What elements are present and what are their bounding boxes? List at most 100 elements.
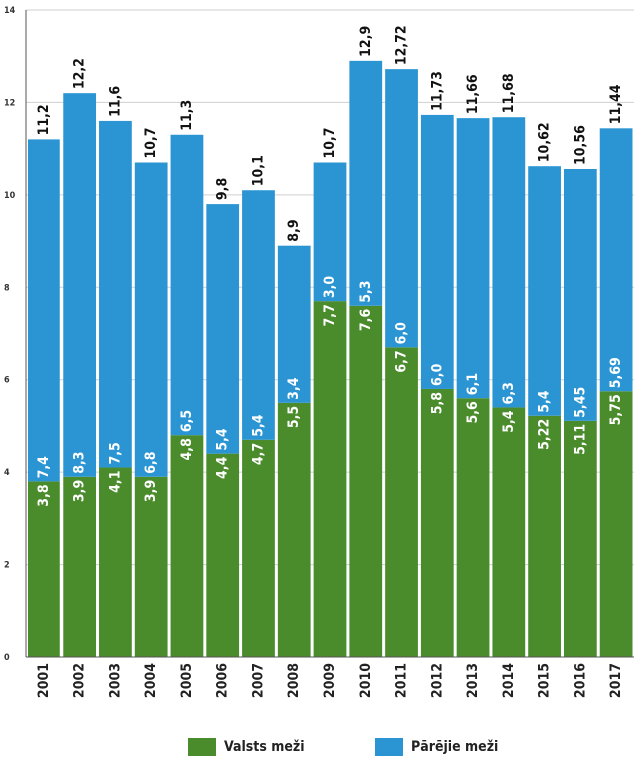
bar-parejie-2015 <box>528 166 561 416</box>
total-label: 10,1 <box>250 155 266 186</box>
y-tick-label: 6 <box>4 376 10 386</box>
data-label-valsts: 5,5 <box>286 406 302 428</box>
data-label-parejie: 6,3 <box>501 382 517 404</box>
bar-parejie-2012 <box>420 114 454 389</box>
x-tick-label: 2011 <box>394 663 410 698</box>
total-label: 10,7 <box>322 127 338 158</box>
bar-parejie-2017 <box>599 128 633 392</box>
data-label-parejie: 3,4 <box>286 377 302 400</box>
data-label-parejie: 8,3 <box>72 451 88 473</box>
bar-parejie-2005 <box>170 134 204 436</box>
data-label-valsts: 5,11 <box>572 424 588 455</box>
legend-swatch-parejie <box>375 738 403 756</box>
y-tick-label: 2 <box>4 561 10 571</box>
total-label: 12,9 <box>358 26 374 57</box>
bar-parejie-2002 <box>63 93 97 477</box>
data-label-parejie: 6,0 <box>394 322 410 345</box>
x-tick-label: 2006 <box>215 663 231 698</box>
data-label-valsts: 4,7 <box>250 443 266 465</box>
bar-valsts-2009 <box>313 301 347 657</box>
y-tick-label: 12 <box>4 98 15 108</box>
bar-valsts-2008 <box>277 402 311 657</box>
x-tick-label: 2016 <box>572 663 588 698</box>
bar-parejie-2016 <box>563 168 597 421</box>
x-tick-label: 2007 <box>250 663 266 698</box>
x-tick-label: 2017 <box>608 663 624 698</box>
data-label-parejie: 6,8 <box>143 451 159 473</box>
x-tick-label: 2005 <box>179 663 195 698</box>
total-label: 11,68 <box>501 73 517 113</box>
bar-valsts-2007 <box>242 439 275 657</box>
bar-valsts-2011 <box>385 347 418 657</box>
bar-parejie-2008 <box>277 245 311 403</box>
data-label-valsts: 5,8 <box>429 392 445 414</box>
bar-parejie-2001 <box>28 139 60 482</box>
x-tick-label: 2008 <box>286 663 302 698</box>
legend-item-parejie: Pārējie meži <box>375 738 498 756</box>
x-tick-label: 2014 <box>501 663 517 698</box>
bar-valsts-2016 <box>563 420 597 657</box>
total-label: 12,2 <box>72 58 88 89</box>
data-label-parejie: 5,4 <box>215 428 231 451</box>
bar-valsts-2002 <box>63 476 97 657</box>
bar-parejie-2010 <box>349 60 383 306</box>
bar-parejie-2003 <box>99 120 132 468</box>
x-tick-label: 2002 <box>72 663 88 698</box>
x-tick-label: 2010 <box>358 663 374 698</box>
x-tick-label: 2009 <box>322 663 338 698</box>
total-label: 11,73 <box>429 71 445 111</box>
bar-parejie-2009 <box>313 162 347 302</box>
x-tick-label: 2013 <box>465 663 481 698</box>
bar-valsts-2006 <box>206 453 240 657</box>
bar-valsts-2005 <box>170 435 204 657</box>
legend-item-valsts: Valsts meži <box>188 738 305 756</box>
data-label-parejie: 7,5 <box>107 442 123 464</box>
total-label: 11,66 <box>465 74 481 114</box>
data-label-valsts: 3,9 <box>143 480 159 502</box>
total-label: 11,3 <box>179 100 195 131</box>
bar-parejie-2014 <box>492 117 526 408</box>
total-label: 9,8 <box>215 178 231 200</box>
legend-swatch-valsts <box>188 738 216 756</box>
data-label-valsts: 4,1 <box>107 471 123 493</box>
bar-parejie-2006 <box>206 204 240 454</box>
x-tick-label: 2001 <box>36 663 52 698</box>
bar-valsts-2012 <box>420 388 454 657</box>
y-tick-label: 10 <box>4 191 16 201</box>
data-label-parejie: 6,1 <box>465 373 481 395</box>
total-label: 11,44 <box>608 84 624 124</box>
data-label-valsts: 6,7 <box>394 350 410 372</box>
data-label-valsts: 4,4 <box>215 456 231 479</box>
data-label-valsts: 7,7 <box>322 304 338 326</box>
data-label-parejie: 7,4 <box>36 456 52 479</box>
total-label: 8,9 <box>286 219 302 241</box>
data-label-parejie: 3,0 <box>322 276 338 299</box>
x-tick-label: 2003 <box>107 663 123 698</box>
total-label: 12,72 <box>394 25 410 65</box>
y-tick-label: 8 <box>4 283 10 293</box>
bar-valsts-2001 <box>28 481 60 657</box>
data-label-parejie: 6,5 <box>179 410 195 432</box>
data-label-parejie: 6,0 <box>429 363 445 386</box>
stacked-bar-chart: 0 2 4 6 8 10 12 14 3,8 7,4 11,2 2001 3,9 8,3 12,2 2002 4… <box>4 6 634 698</box>
legend-label-valsts: Valsts meži <box>224 739 305 755</box>
bar-parejie-2013 <box>456 118 490 399</box>
data-label-parejie: 5,4 <box>537 390 553 413</box>
data-label-parejie: 5,4 <box>250 414 266 437</box>
bar-valsts-2010 <box>349 305 383 657</box>
data-label-parejie: 5,45 <box>572 387 588 418</box>
bar-parejie-2007 <box>242 190 275 440</box>
y-tick-label: 0 <box>4 653 10 663</box>
bar-valsts-2015 <box>528 415 561 657</box>
x-tick-label: 2012 <box>429 663 445 698</box>
data-label-valsts: 5,6 <box>465 401 481 424</box>
y-tick-label: 14 <box>4 6 16 16</box>
legend: Valsts meži Pārējie meži <box>0 738 634 758</box>
total-label: 10,7 <box>143 127 159 158</box>
total-label: 11,6 <box>107 86 123 117</box>
data-label-parejie: 5,69 <box>608 357 624 388</box>
bar-valsts-2014 <box>492 407 526 657</box>
bar-valsts-2013 <box>456 398 490 657</box>
bar-valsts-2004 <box>134 476 168 657</box>
data-label-parejie: 5,3 <box>358 280 374 302</box>
